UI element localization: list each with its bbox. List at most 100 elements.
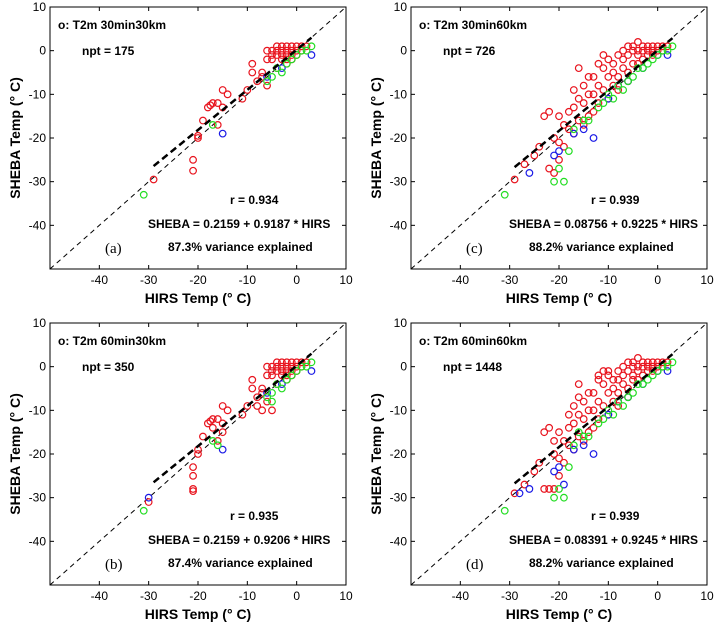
chart-panel-1: -40 -30 -20 -10 0 10 -40 -30 -20 -10 0 10 o: T2m 30m… — [7, 0, 353, 306]
data-point-series-1 — [287, 51, 296, 59]
x-tick-label: -20 — [550, 273, 568, 287]
data-point-series-1 — [194, 450, 202, 458]
data-point-series-1 — [638, 46, 647, 55]
data-point-series-1 — [510, 175, 519, 184]
data-point-series-3 — [139, 506, 148, 515]
data-point-series-1 — [634, 51, 642, 59]
y-tick-label: -10 — [390, 87, 408, 101]
data-point-series-3 — [594, 103, 603, 112]
data-point-series-1 — [584, 388, 593, 397]
data-point-series-3 — [297, 46, 306, 55]
data-point-series-3 — [282, 375, 291, 384]
variance-text: 88.2% variance explained — [529, 240, 674, 254]
data-point-series-1 — [263, 397, 271, 406]
data-point-series-1 — [589, 423, 598, 432]
data-point-series-1 — [218, 428, 227, 437]
data-point-series-1 — [584, 406, 593, 415]
y-tick-label: -40 — [390, 534, 408, 548]
npt-text: npt = 175 — [82, 44, 135, 58]
data-point-series-3 — [569, 125, 578, 134]
data-point-series-1 — [643, 358, 652, 367]
data-point-series-1 — [213, 99, 222, 107]
r-text: r = 0.934 — [230, 193, 279, 207]
data-point-series-2 — [218, 129, 227, 138]
data-point-series-1 — [545, 107, 554, 116]
x-tick-label: 0 — [654, 589, 661, 603]
data-point-series-1 — [555, 454, 563, 463]
data-point-series-3 — [282, 59, 291, 68]
data-point-series-1 — [624, 42, 632, 51]
x-tick-label: -20 — [550, 589, 568, 603]
x-tick-label: -40 — [452, 589, 470, 603]
data-point-series-1 — [258, 68, 267, 77]
regression-line — [513, 353, 674, 485]
data-point-series-1 — [629, 46, 637, 55]
x-tick-label: -10 — [239, 273, 257, 287]
data-point-series-3 — [624, 77, 632, 86]
data-point-series-1 — [268, 55, 276, 64]
data-point-series-1 — [243, 86, 252, 94]
data-point-series-1 — [258, 72, 267, 81]
data-point-series-1 — [594, 415, 603, 423]
data-point-series-1 — [653, 362, 662, 371]
data-point-series-1 — [609, 397, 618, 406]
data-point-series-1 — [619, 362, 628, 371]
y-tick-label: 0 — [400, 360, 407, 374]
data-point-series-1 — [248, 59, 257, 68]
data-point-series-1 — [208, 423, 217, 432]
data-point-series-1 — [619, 371, 628, 380]
data-point-series-1 — [243, 402, 252, 410]
data-point-series-1 — [574, 94, 583, 103]
data-point-series-1 — [579, 81, 588, 90]
data-point-series-1 — [619, 64, 628, 73]
data-point-series-2 — [579, 441, 588, 450]
data-point-series-1 — [638, 358, 647, 367]
data-point-series-3 — [564, 147, 573, 156]
data-point-series-1 — [277, 362, 286, 371]
data-point-series-1 — [629, 59, 637, 68]
data-point-series-1 — [579, 437, 588, 445]
data-point-series-1 — [574, 432, 583, 441]
y-tick-label: -40 — [29, 218, 47, 232]
data-point-series-2 — [579, 125, 588, 134]
x-tick-label: 10 — [700, 589, 714, 603]
data-point-series-1 — [282, 358, 291, 367]
data-point-series-3 — [638, 64, 647, 73]
y-tick-label: -30 — [29, 491, 47, 505]
data-point-series-1 — [277, 367, 286, 375]
data-point-series-1 — [535, 458, 544, 467]
fit-text: SHEBA = 0.2159 + 0.9206 * HIRS — [148, 533, 330, 547]
data-point-series-3 — [287, 55, 296, 64]
data-point-series-1 — [594, 397, 603, 406]
data-point-series-3 — [584, 116, 593, 125]
y-tick-label: -20 — [29, 131, 47, 145]
x-tick-label: -30 — [501, 273, 519, 287]
data-point-series-3 — [560, 493, 568, 502]
data-point-series-2 — [525, 485, 534, 493]
data-point-series-1 — [629, 371, 637, 380]
y-tick-label: -20 — [390, 447, 408, 461]
data-point-series-3 — [594, 419, 603, 428]
data-point-series-1 — [268, 46, 276, 55]
data-point-series-1 — [579, 120, 588, 129]
y-tick-label: -40 — [390, 218, 408, 232]
y-tick-label: 0 — [39, 360, 46, 374]
data-point-series-1 — [648, 358, 657, 367]
data-point-series-1 — [594, 99, 603, 107]
variance-text: 88.2% variance explained — [529, 556, 674, 570]
data-point-series-2 — [525, 169, 534, 177]
data-point-series-1 — [579, 415, 588, 423]
data-point-series-1 — [564, 125, 573, 134]
x-tick-label: -40 — [91, 273, 109, 287]
data-point-series-2 — [589, 450, 598, 458]
y-tick-label: -20 — [390, 131, 408, 145]
data-point-series-1 — [589, 406, 598, 415]
data-point-series-1 — [550, 485, 558, 493]
data-point-series-1 — [520, 160, 529, 169]
data-point-series-3 — [208, 120, 217, 129]
data-point-series-1 — [218, 402, 227, 410]
data-point-series-1 — [564, 423, 573, 432]
data-point-series-3 — [609, 410, 618, 419]
data-point-series-1 — [213, 120, 222, 129]
data-point-series-1 — [555, 471, 563, 480]
